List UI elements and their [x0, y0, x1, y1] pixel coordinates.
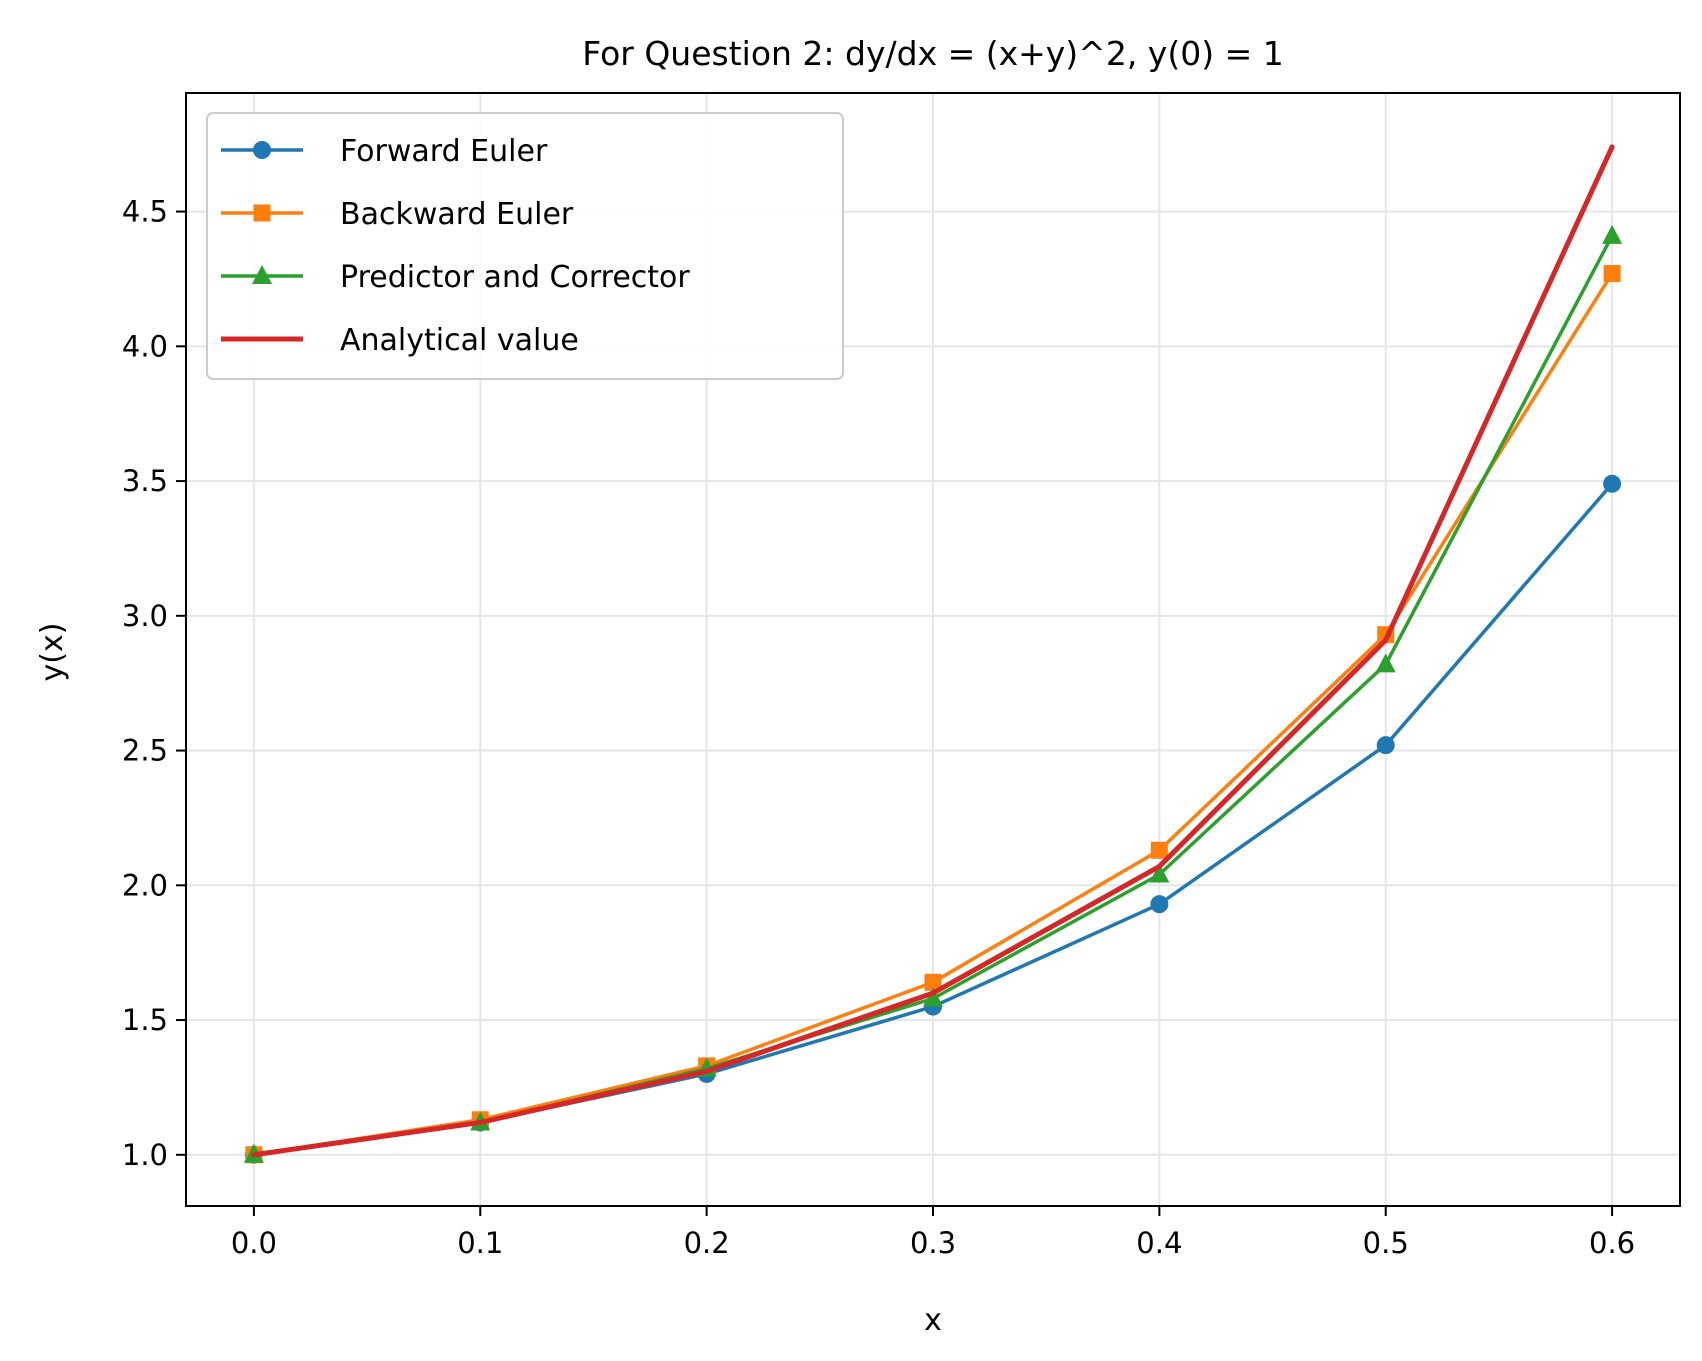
series-layer — [243, 144, 1623, 1164]
y-tick-label: 2.5 — [122, 734, 168, 768]
backward-euler-point — [924, 973, 942, 991]
legend-label: Backward Euler — [340, 197, 574, 232]
x-tick-label: 0.3 — [910, 1226, 956, 1260]
predictor-and-corrector-point — [1602, 224, 1623, 244]
legend-swatch-marker — [253, 204, 271, 222]
y-tick-label: 3.5 — [122, 464, 168, 498]
axes-ticks: 0.0 0.1 0.2 0.3 0.4 0.5 0.6 1.0 1.5 2.0 2.5 3.0 3.5 4… — [122, 195, 1635, 1260]
legend-swatch-marker — [252, 265, 272, 284]
predictor-and-corrector-point — [1149, 863, 1170, 883]
x-tick-label: 0.4 — [1136, 1226, 1182, 1260]
backward-euler-point — [1603, 265, 1621, 283]
analytical-value-line — [251, 144, 1615, 1158]
legend-entry-analytical-value: Analytical value — [221, 323, 579, 358]
series-analytical-value — [251, 144, 1615, 1158]
y-tick-label: 1.0 — [122, 1138, 168, 1172]
legend-label: Predictor and Corrector — [340, 260, 690, 295]
x-axis-label: x — [924, 1303, 942, 1338]
x-tick-label: 0.5 — [1363, 1226, 1409, 1260]
legend-entry-backward-euler: Backward Euler — [221, 197, 574, 232]
legend-swatch-marker — [253, 141, 271, 159]
predictor-and-corrector-point — [923, 987, 943, 1007]
y-tick-label: 3.0 — [122, 599, 168, 633]
predictor-and-corrector-point — [1375, 653, 1396, 673]
legend-entry-predictor-and-corrector: Predictor and Corrector — [221, 260, 690, 295]
y-tick-label: 2.0 — [122, 868, 168, 902]
legend-label: Forward Euler — [340, 134, 548, 169]
legend-entry-forward-euler: Forward Euler — [221, 134, 548, 169]
forward-euler-point — [1603, 474, 1622, 493]
legend: Forward Euler Backward Euler Predictor and… — [206, 112, 844, 380]
x-tick-label: 0.0 — [231, 1226, 277, 1260]
forward-euler-point — [1150, 895, 1169, 914]
x-tick-label: 0.2 — [684, 1226, 730, 1260]
legend-label: Analytical value — [340, 323, 579, 358]
backward-euler-point — [1150, 841, 1168, 859]
y-tick-label: 4.0 — [122, 329, 168, 363]
chart-title: For Question 2: dy/dx = (x+y)^2, y(0) = … — [582, 34, 1283, 73]
legend-box — [206, 112, 844, 380]
x-tick-label: 0.1 — [457, 1226, 503, 1260]
forward-euler-point — [1376, 736, 1395, 755]
y-tick-label: 4.5 — [122, 195, 168, 229]
x-tick-label: 0.6 — [1589, 1226, 1635, 1260]
y-tick-label: 1.5 — [122, 1003, 168, 1037]
y-axis-label: y(x) — [35, 623, 70, 682]
